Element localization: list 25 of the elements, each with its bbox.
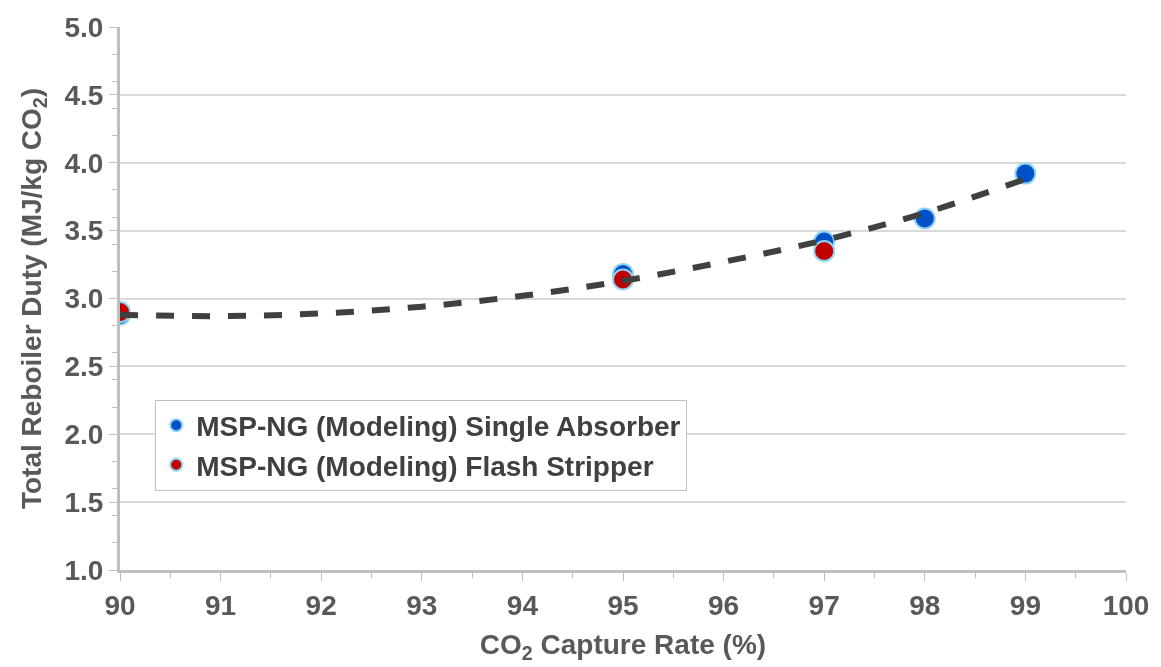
point: [1014, 162, 1037, 185]
x-tick-label: 99: [1009, 589, 1041, 621]
y-tick-label: 3.0: [64, 283, 104, 315]
y-tick-label: 5.0: [64, 11, 104, 43]
x-tick-label: 95: [607, 589, 639, 621]
legend-label: MSP-NG (Modeling) Flash Stripper: [196, 450, 654, 482]
y-tick-label: 3.5: [64, 215, 104, 247]
point: [813, 239, 836, 262]
x-tick-label: 93: [406, 589, 438, 621]
x-tick-label: 94: [506, 589, 539, 621]
x-tick-label: 90: [104, 589, 136, 621]
x-tick-label: 96: [708, 589, 740, 621]
x-tick-label: 98: [909, 589, 941, 621]
y-tick-label: 4.0: [64, 147, 104, 179]
x-tick-label: 100: [1102, 589, 1150, 621]
x-tick-label: 97: [808, 589, 840, 621]
y-tick-label: 4.5: [64, 79, 104, 111]
x-axis-title: CO$_{2}$ Capture Rate (%): [479, 628, 767, 664]
y-tick-label: 1.5: [64, 486, 104, 518]
y-tick-label: 2.0: [64, 419, 104, 451]
x-tick-label: 92: [305, 589, 337, 621]
x-tick-label: 91: [205, 589, 237, 621]
y-tick-label: 1.0: [64, 554, 104, 586]
y-tick-label: 2.5: [64, 351, 104, 383]
legend-label: MSP-NG (Modeling) Single Absorber: [196, 411, 681, 443]
